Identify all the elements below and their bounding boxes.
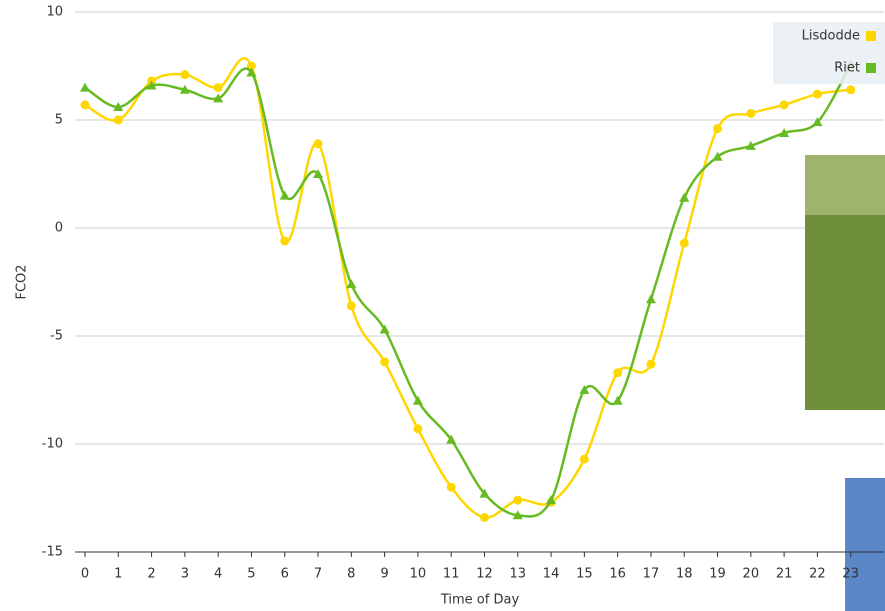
data-point xyxy=(113,102,124,112)
x-tick-label: 7 xyxy=(314,567,322,582)
x-tick-label: 3 xyxy=(181,567,189,582)
data-point xyxy=(146,80,157,90)
data-point xyxy=(213,93,224,103)
x-tick-label: 9 xyxy=(380,567,388,582)
data-point xyxy=(213,83,223,93)
x-tick-label: 15 xyxy=(576,567,593,582)
data-point xyxy=(313,139,323,149)
x-tick-label: 6 xyxy=(281,567,289,582)
y-tick-label: -15 xyxy=(42,545,63,560)
data-point xyxy=(512,510,523,520)
data-point xyxy=(413,424,423,434)
legend-swatch xyxy=(866,31,876,41)
data-point xyxy=(313,169,324,178)
x-axis-label: Time of Day xyxy=(440,593,520,608)
data-point xyxy=(380,357,390,367)
data-point xyxy=(746,109,756,119)
x-tick-label: 12 xyxy=(476,567,493,582)
data-point xyxy=(513,495,523,505)
data-point xyxy=(412,395,423,405)
data-point xyxy=(79,82,90,92)
x-tick-label: 19 xyxy=(709,567,726,582)
data-point xyxy=(246,67,257,77)
data-point xyxy=(812,117,823,127)
x-tick-label: 21 xyxy=(776,567,793,582)
data-point xyxy=(712,151,723,161)
series-line xyxy=(84,63,852,518)
x-tick-label: 17 xyxy=(643,567,660,582)
y-tick-label: -10 xyxy=(42,437,63,452)
x-tick-label: 20 xyxy=(743,567,760,582)
data-point xyxy=(846,85,856,95)
x-tick-label: 16 xyxy=(609,567,626,582)
x-tick-label: 10 xyxy=(410,567,427,582)
photo-reed xyxy=(845,478,885,611)
x-tick-label: 5 xyxy=(247,567,255,582)
data-point xyxy=(779,100,789,110)
data-point xyxy=(346,279,357,289)
data-point xyxy=(379,324,390,334)
data-point xyxy=(579,454,589,464)
data-point xyxy=(546,495,557,505)
data-point xyxy=(812,89,822,99)
x-tick-label: 23 xyxy=(842,567,859,582)
data-point xyxy=(745,140,756,150)
data-point xyxy=(713,124,723,134)
data-point xyxy=(612,395,623,405)
data-point xyxy=(645,294,656,304)
x-tick-label: 2 xyxy=(147,567,155,582)
data-point xyxy=(613,368,623,378)
x-tick-label: 1 xyxy=(114,567,122,582)
data-point xyxy=(346,301,356,311)
data-point xyxy=(579,385,590,394)
y-tick-label: 10 xyxy=(46,5,63,20)
data-point xyxy=(446,434,457,444)
x-tick-label: 18 xyxy=(676,567,693,582)
data-point xyxy=(280,236,290,246)
y-axis-label: FCO2 xyxy=(15,264,30,299)
data-point xyxy=(679,238,689,248)
data-point xyxy=(679,192,690,202)
photo-cattail-sky xyxy=(805,155,885,215)
x-tick-label: 14 xyxy=(543,567,560,582)
data-point xyxy=(246,61,256,71)
data-point xyxy=(446,482,456,492)
y-tick-label: 0 xyxy=(55,221,63,236)
x-tick-label: 11 xyxy=(443,567,460,582)
data-point xyxy=(180,70,190,80)
x-tick-label: 4 xyxy=(214,567,222,582)
data-point xyxy=(80,100,90,110)
data-point xyxy=(479,488,490,498)
x-tick-label: 0 xyxy=(81,567,89,582)
y-tick-label: 5 xyxy=(55,113,63,128)
x-tick-label: 22 xyxy=(809,567,826,582)
x-tick-label: 13 xyxy=(510,567,527,582)
data-point xyxy=(113,115,123,125)
data-point xyxy=(279,190,290,200)
y-tick-label: -5 xyxy=(50,329,63,344)
legend-label[interactable]: Lisdodde xyxy=(802,29,860,44)
data-point xyxy=(479,512,489,522)
legend-label[interactable]: Riet xyxy=(834,61,860,76)
data-point xyxy=(646,359,656,369)
series-line xyxy=(84,57,851,519)
data-point xyxy=(179,84,190,94)
x-tick-label: 8 xyxy=(347,567,355,582)
legend-swatch xyxy=(866,63,876,73)
data-point xyxy=(779,127,790,137)
